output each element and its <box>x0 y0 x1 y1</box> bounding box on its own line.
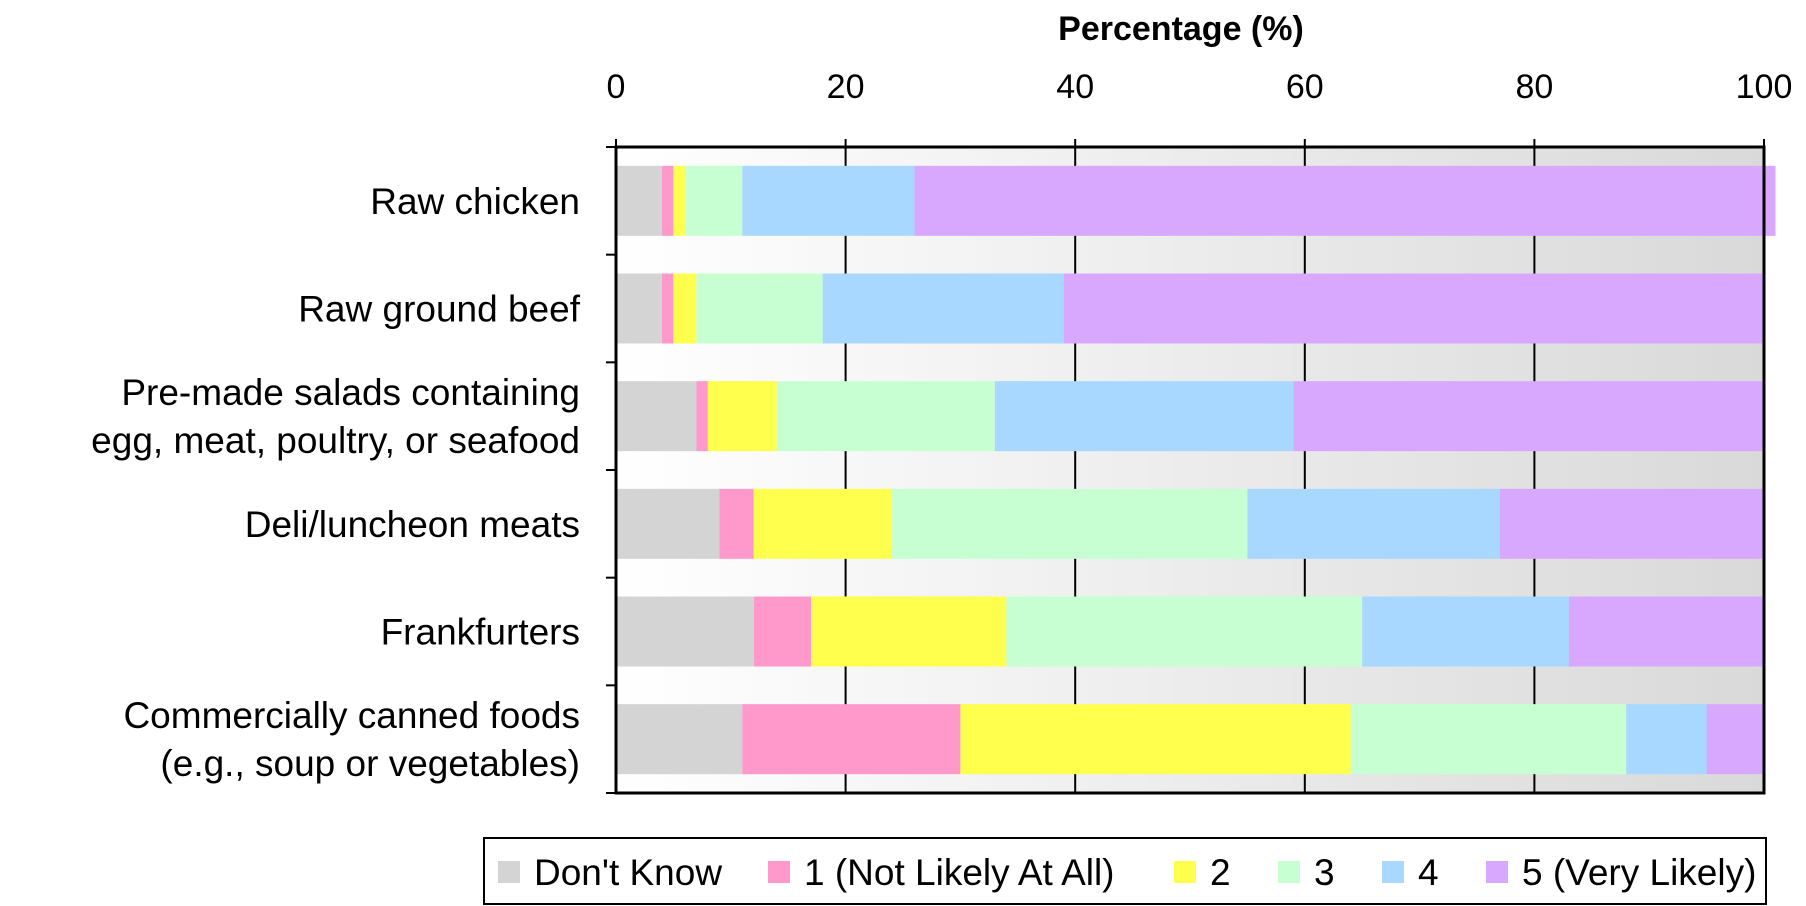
bar-segment <box>1293 381 1764 452</box>
x-axis-title: Percentage (%) <box>1058 10 1304 48</box>
bar-segment <box>960 704 1351 775</box>
x-tick-label: 20 <box>827 68 865 106</box>
bar-segment <box>811 596 1007 667</box>
bars <box>616 165 1776 775</box>
bar-segment <box>753 596 812 667</box>
bar-segment <box>1063 273 1764 344</box>
legend-box <box>483 837 1767 905</box>
bar-segment <box>1626 704 1707 775</box>
category-labels: Raw chicken Raw ground beef Pre-made salad… <box>91 181 581 784</box>
legend-swatch <box>498 861 520 883</box>
bar-segment <box>1568 596 1764 667</box>
bar-segment <box>719 488 754 559</box>
legend-label: 4 <box>1418 852 1439 893</box>
legend-swatch <box>1174 861 1196 883</box>
plot-area <box>616 147 1764 793</box>
x-tick-label: 60 <box>1286 68 1324 106</box>
bar-segment <box>616 488 720 559</box>
bar-segment <box>822 273 1064 344</box>
x-tick-label: 0 <box>607 68 626 106</box>
bar-segment <box>1006 596 1363 667</box>
bar-segment <box>1499 488 1764 559</box>
legend-swatch <box>1486 861 1508 883</box>
bar-segment <box>1706 704 1764 775</box>
x-tick-label: 80 <box>1515 68 1553 106</box>
bar-segment <box>1350 704 1627 775</box>
bar-segment <box>616 165 662 236</box>
gridlines <box>844 147 1536 793</box>
category-label: Deli/luncheon meats <box>245 504 580 545</box>
bar-segment <box>914 165 1776 236</box>
x-tick-label: 100 <box>1736 68 1793 106</box>
x-tick-label: 40 <box>1056 68 1094 106</box>
bar-segment <box>742 704 961 775</box>
category-label: egg, meat, poultry, or seafood <box>91 420 580 461</box>
legend-swatch <box>768 861 790 883</box>
bar-segment <box>776 381 995 452</box>
bar-segment <box>684 165 743 236</box>
bar-segment <box>994 381 1294 452</box>
legend-label: 1 (Not Likely At All) <box>804 852 1115 893</box>
category-label: Frankfurters <box>381 612 580 653</box>
category-label: Commercially canned foods <box>123 695 580 736</box>
bar-segment <box>673 165 685 236</box>
x-tick-labels: 0 20 40 60 80 100 <box>607 68 1793 106</box>
bar-segment <box>616 273 662 344</box>
category-label: (e.g., soup or vegetables) <box>160 743 580 784</box>
category-label: Raw chicken <box>370 181 580 222</box>
bar-segment <box>661 273 674 344</box>
bar-segment <box>696 273 823 344</box>
legend-label: 2 <box>1210 852 1231 893</box>
legend-swatch <box>1278 861 1300 883</box>
legend-swatch <box>1382 861 1404 883</box>
bar-segment <box>753 488 892 559</box>
legend-label: 5 (Very Likely) <box>1522 852 1756 893</box>
legend: Don't Know 1 (Not Likely At All) 2 3 4 5 (Ver… <box>483 837 1767 905</box>
bar-segment <box>673 273 697 344</box>
bar-segment <box>1362 596 1569 667</box>
bar-segment <box>696 381 708 452</box>
category-label: Raw ground beef <box>298 289 581 330</box>
bar-segment <box>891 488 1248 559</box>
bar-segment <box>742 165 915 236</box>
legend-label: Don't Know <box>534 852 722 893</box>
bar-segment <box>707 381 777 452</box>
category-label: Pre-made salads containing <box>121 372 580 413</box>
bar-segment <box>616 596 754 667</box>
bar-segment <box>616 381 697 452</box>
bar-segment <box>661 165 674 236</box>
bar-segment <box>616 704 743 775</box>
axes <box>606 139 1766 795</box>
bar-segment <box>1247 488 1500 559</box>
legend-label: 3 <box>1314 852 1335 893</box>
